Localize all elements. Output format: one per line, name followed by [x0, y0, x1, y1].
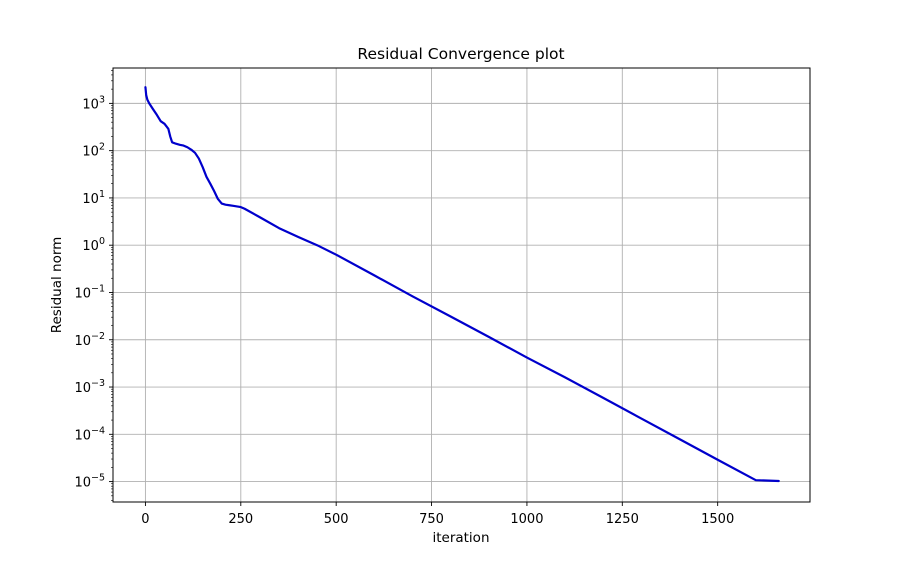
ticks: 0 250 500 750 1000 1250 1500 103 102 101 100 10−1 10… — [74, 70, 734, 527]
x-tick-label: 1000 — [510, 512, 543, 527]
x-tick-label: 500 — [324, 512, 349, 527]
chart-title: Residual Convergence plot — [357, 45, 564, 63]
x-tick-label: 0 — [141, 512, 149, 527]
x-tick-label: 250 — [228, 512, 253, 527]
x-tick-label: 750 — [419, 512, 444, 527]
y-tick-label: 101 — [82, 189, 105, 207]
residual-series-line — [144, 86, 780, 483]
y-tick-label: 10−2 — [74, 331, 105, 349]
y-tick-label: 103 — [82, 94, 105, 112]
series-layer — [144, 86, 780, 483]
y-axis-label: Residual norm — [49, 237, 65, 334]
x-tick-label: 1250 — [606, 512, 639, 527]
y-tick-label: 10−5 — [74, 473, 105, 491]
y-tick-label: 10−3 — [74, 378, 105, 396]
x-axis-label: iteration — [432, 530, 489, 546]
plot-frame — [112, 67, 811, 503]
y-tick-label: 10−4 — [74, 425, 105, 443]
x-tick-label: 1500 — [701, 512, 734, 527]
grid — [113, 68, 810, 502]
y-tick-label: 10−1 — [74, 283, 105, 301]
y-tick-label: 100 — [82, 236, 105, 254]
y-tick-label: 102 — [82, 142, 105, 160]
